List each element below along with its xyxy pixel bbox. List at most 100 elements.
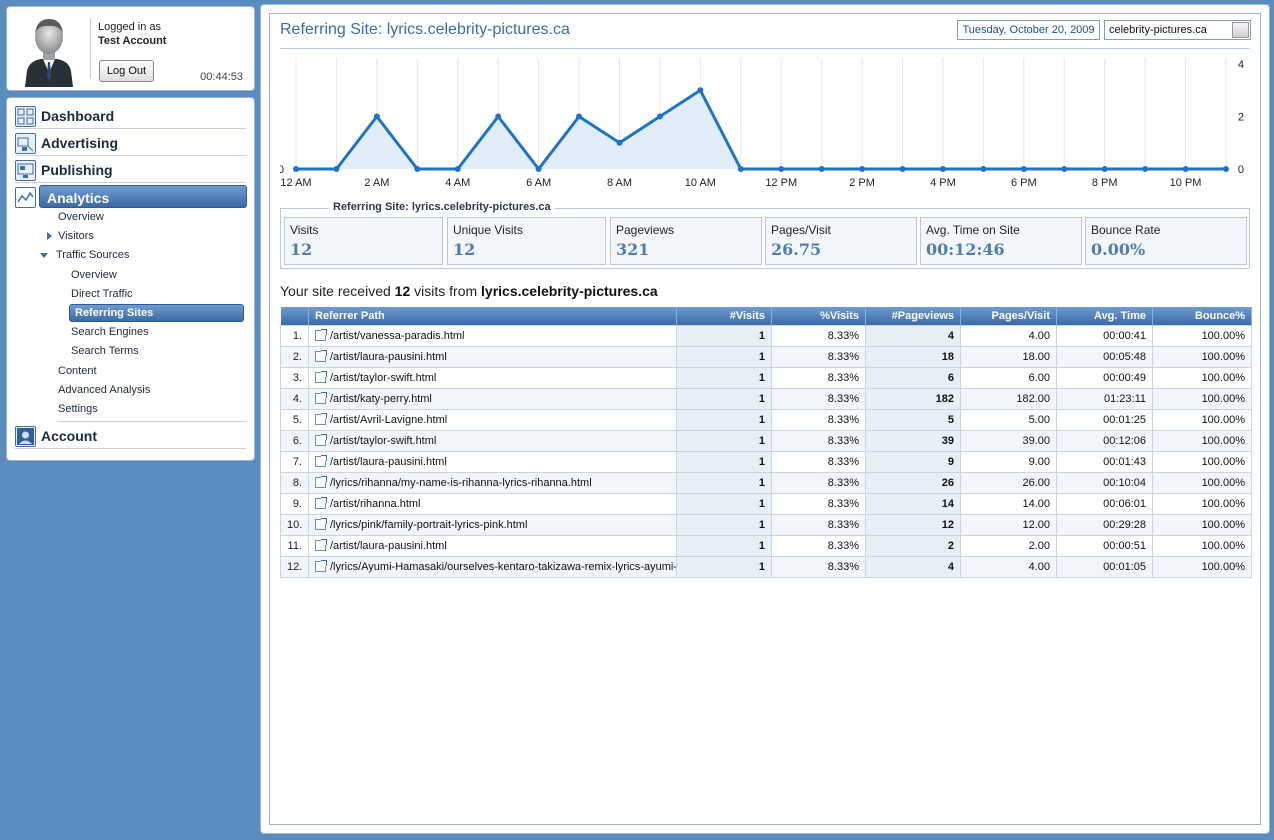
- col-header-visits[interactable]: #Visits: [676, 307, 772, 325]
- nav-analytics[interactable]: Analytics: [15, 185, 247, 210]
- referrer-path-link[interactable]: /lyrics/Ayumi-Hamasaki/ourselves-kentaro…: [308, 555, 677, 578]
- referrer-path-link[interactable]: /artist/rihanna.html: [308, 492, 677, 515]
- cell-bounce-text: 100.00%: [1201, 497, 1245, 510]
- col-header-pct-visits[interactable]: %Visits: [771, 307, 866, 325]
- col-header-pages-visit[interactable]: Pages/Visit: [960, 307, 1057, 325]
- nav-analytics-visitors[interactable]: Visitors: [47, 227, 94, 245]
- referrer-path-link[interactable]: /lyrics/pink/family-portrait-lyrics-pink…: [308, 513, 677, 536]
- row-index: 2.: [280, 345, 309, 368]
- cell-bounce-text: 100.00%: [1201, 560, 1245, 573]
- cell-pageviews: 4: [865, 555, 961, 578]
- nav-account[interactable]: Account: [15, 424, 246, 449]
- cell-visits: 1: [676, 366, 772, 389]
- cell-pageviews: 14: [865, 492, 961, 515]
- referrer-path-link[interactable]: /artist/taylor-swift.html: [308, 429, 677, 452]
- nav-dashboard[interactable]: Dashboard: [15, 104, 246, 129]
- external-link-icon[interactable]: [315, 496, 327, 509]
- row-index: 7.: [280, 450, 309, 473]
- external-link-icon[interactable]: [315, 454, 327, 467]
- external-link-icon[interactable]: [315, 433, 327, 446]
- cell-bounce: 100.00%: [1152, 450, 1252, 473]
- cell-bounce-text: 100.00%: [1201, 539, 1245, 552]
- row-index-text: 4.: [292, 392, 302, 405]
- chart-series-line: [296, 88, 1226, 171]
- nav-referring-sites[interactable]: Referring Sites: [69, 304, 244, 322]
- nav-account-label: Account: [41, 428, 97, 444]
- nav-panel: Dashboard Advertising Publishing Analyti…: [6, 97, 255, 461]
- row-index-text: 7.: [292, 455, 302, 468]
- nav-search-engines[interactable]: Search Engines: [71, 326, 149, 338]
- cell-pageviews-text: 12: [941, 518, 954, 531]
- cell-pages-visit: 9.00: [960, 450, 1057, 473]
- col-header-path[interactable]: Referrer Path: [308, 307, 677, 325]
- external-link-icon[interactable]: [315, 328, 327, 341]
- table-header-row: Referrer Path #Visits %Visits #Pageviews…: [280, 307, 1252, 325]
- cell-visits-text: 1: [758, 350, 765, 363]
- chart-x-tick-label: 8 AM: [607, 177, 632, 189]
- cell-pct-visits: 8.33%: [771, 555, 866, 578]
- referrer-path-link[interactable]: /artist/Avril-Lavigne.html: [308, 408, 677, 431]
- cell-bounce-text: 100.00%: [1201, 455, 1245, 468]
- nav-settings[interactable]: Settings: [58, 403, 98, 415]
- external-link-icon[interactable]: [315, 559, 327, 572]
- metric-label: Pages/Visit: [771, 223, 831, 237]
- expand-arrow-icon[interactable]: [47, 232, 52, 240]
- external-link-icon[interactable]: [315, 349, 327, 362]
- cell-avg-time: 00:00:41: [1056, 324, 1153, 347]
- cell-pct-visits: 8.33%: [771, 366, 866, 389]
- referrer-path-link[interactable]: /artist/katy-perry.html: [308, 387, 677, 410]
- external-link-icon[interactable]: [315, 475, 327, 488]
- site-select[interactable]: celebrity-pictures.ca: [1104, 20, 1251, 40]
- nav-advanced-analysis[interactable]: Advanced Analysis: [58, 384, 151, 396]
- external-link-icon[interactable]: [315, 370, 327, 383]
- cell-bounce-text: 100.00%: [1201, 392, 1245, 405]
- cell-bounce: 100.00%: [1152, 513, 1252, 536]
- analytics-icon: [15, 187, 36, 208]
- external-link-icon[interactable]: [315, 538, 327, 551]
- referrer-path-link[interactable]: /artist/taylor-swift.html: [308, 366, 677, 389]
- cell-pct-visits-text: 8.33%: [827, 497, 859, 510]
- cell-visits: 1: [676, 534, 772, 557]
- cell-avg-time: 00:29:28: [1056, 513, 1153, 536]
- row-index-text: 9.: [292, 497, 302, 510]
- chart-y-tick-label: 0: [1238, 164, 1244, 176]
- date-picker[interactable]: Tuesday, October 20, 2009: [957, 20, 1100, 40]
- referrer-path-link[interactable]: /artist/laura-pausini.html: [308, 534, 677, 557]
- external-link-icon[interactable]: [315, 391, 327, 404]
- cell-avg-time-text: 00:01:05: [1103, 560, 1146, 573]
- chart-point: [1061, 166, 1068, 172]
- nav-analytics-overview[interactable]: Overview: [58, 211, 104, 223]
- referrer-path-link[interactable]: /artist/laura-pausini.html: [308, 345, 677, 368]
- user-avatar-icon: [19, 15, 79, 87]
- chart-point: [1020, 166, 1027, 172]
- metric-pageviews: Pageviews 321: [610, 217, 762, 265]
- referrer-path-link[interactable]: /lyrics/rihanna/my-name-is-rihanna-lyric…: [308, 471, 677, 494]
- table-row: 2. /artist/laura-pausini.html 1 8.33% 18 18.0…: [280, 345, 1252, 368]
- collapse-arrow-icon[interactable]: [40, 253, 48, 258]
- cell-pages-visit-text: 9.00: [1028, 455, 1050, 468]
- dropdown-button-icon[interactable]: [1232, 22, 1249, 38]
- table-row: 8. /lyrics/rihanna/my-name-is-rihanna-lyr…: [280, 471, 1252, 494]
- cell-pct-visits: 8.33%: [771, 534, 866, 557]
- cell-pageviews: 12: [865, 513, 961, 536]
- nav-traffic-sources[interactable]: Traffic Sources: [40, 246, 129, 264]
- cell-pct-visits: 8.33%: [771, 513, 866, 536]
- logout-button[interactable]: Log Out: [99, 60, 154, 82]
- nav-content[interactable]: Content: [58, 365, 97, 377]
- nav-search-terms[interactable]: Search Terms: [71, 345, 139, 357]
- metric-bounce-rate: Bounce Rate 0.00%: [1085, 217, 1247, 265]
- chart-x-tick-label: 10 PM: [1170, 177, 1202, 189]
- external-link-icon[interactable]: [315, 517, 327, 530]
- referrer-path-link[interactable]: /artist/vanessa-paradis.html: [308, 324, 677, 347]
- chart-point: [454, 166, 461, 172]
- nav-ts-overview[interactable]: Overview: [71, 269, 117, 281]
- external-link-icon[interactable]: [315, 412, 327, 425]
- col-header-bounce[interactable]: Bounce%: [1152, 307, 1252, 325]
- cell-pct-visits-text: 8.33%: [827, 455, 859, 468]
- nav-publishing[interactable]: Publishing: [15, 158, 246, 183]
- nav-advertising[interactable]: Advertising: [15, 131, 246, 156]
- col-header-pageviews[interactable]: #Pageviews: [865, 307, 961, 325]
- col-header-avg-time[interactable]: Avg. Time: [1056, 307, 1153, 325]
- nav-direct-traffic[interactable]: Direct Traffic: [71, 288, 133, 300]
- referrer-path-link[interactable]: /artist/laura-pausini.html: [308, 450, 677, 473]
